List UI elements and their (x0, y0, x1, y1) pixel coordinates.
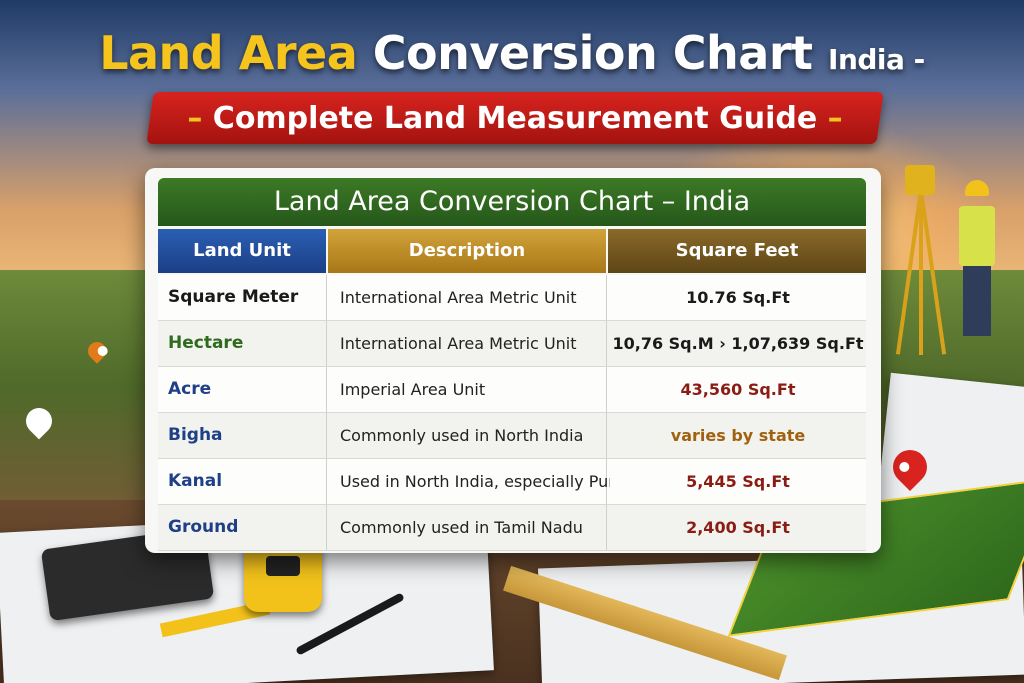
land-unit-cell: Ground (168, 517, 239, 537)
column-divider (606, 321, 607, 366)
description-cell: International Area Metric Unit (340, 334, 577, 353)
table-row: Acre Imperial Area Unit 43,560 Sq.Ft (158, 367, 866, 413)
description-cell: Commonly used in North India (340, 426, 584, 445)
surveyor-figure (955, 180, 999, 340)
land-unit-cell: Acre (168, 379, 212, 399)
title-part-conversion-chart: Conversion Chart (372, 26, 813, 80)
column-divider (606, 367, 607, 412)
theodolite-icon (905, 165, 935, 195)
square-feet-cell: 43,560 Sq.Ft (680, 380, 796, 399)
table-row: Kanal Used in North India, especially Pun… (158, 459, 866, 505)
table-row: Square Meter International Area Metric Un… (158, 275, 866, 321)
land-unit-cell: Square Meter (168, 287, 299, 307)
column-divider (326, 459, 327, 504)
page-title: Land Area Conversion Chart India - (0, 26, 1024, 80)
column-header-land-unit: Land Unit (158, 229, 326, 273)
column-divider (606, 459, 607, 504)
theodolite-tripod (895, 165, 947, 355)
column-divider (326, 505, 327, 550)
column-divider (326, 367, 327, 412)
square-feet-cell: 10,76 Sq.M › 1,07,639 Sq.Ft (612, 334, 864, 353)
column-divider (326, 321, 327, 366)
table-row: Ground Commonly used in Tamil Nadu 2,400 S… (158, 505, 866, 551)
banner-subtitle: Complete Land Measurement Guide (212, 101, 818, 136)
land-unit-cell: Hectare (168, 333, 244, 353)
square-feet-cell: 2,400 Sq.Ft (686, 518, 790, 537)
land-unit-cell: Kanal (168, 471, 223, 491)
banner-dash-right: – (827, 101, 843, 136)
square-feet-cell: varies by state (670, 426, 806, 445)
land-unit-cell: Bigha (168, 425, 223, 445)
description-cell: International Area Metric Unit (340, 288, 577, 307)
column-divider (326, 413, 327, 458)
banner-dash-left: – (187, 101, 203, 136)
column-divider (606, 413, 607, 458)
column-divider (606, 505, 607, 550)
table-row: Hectare International Area Metric Unit 10,… (158, 321, 866, 367)
subtitle-banner-text: – Complete Land Measurement Guide – (150, 94, 880, 144)
table-title: Land Area Conversion Chart – India (158, 178, 866, 226)
tripod-leg (919, 195, 923, 355)
title-part-india: India - (828, 43, 925, 76)
column-divider (326, 275, 327, 320)
table-row: Bigha Commonly used in North India varies … (158, 413, 866, 459)
square-feet-cell: 5,445 Sq.Ft (686, 472, 790, 491)
safety-vest (959, 206, 995, 266)
column-header-description: Description (328, 229, 606, 273)
square-feet-cell: 10.76 Sq.Ft (686, 288, 790, 307)
conversion-table-body: Square Meter International Area Metric Un… (158, 275, 866, 551)
description-cell: Used in North India, especially Punjab (340, 472, 610, 491)
description-cell: Commonly used in Tamil Nadu (340, 518, 583, 537)
column-divider (606, 275, 607, 320)
title-part-land-area: Land Area (99, 26, 358, 80)
hard-hat-icon (965, 180, 989, 196)
description-cell: Imperial Area Unit (340, 380, 486, 399)
tripod-leg (919, 195, 947, 355)
column-header-square-feet: Square Feet (608, 229, 866, 273)
surveyor-legs (963, 266, 991, 336)
